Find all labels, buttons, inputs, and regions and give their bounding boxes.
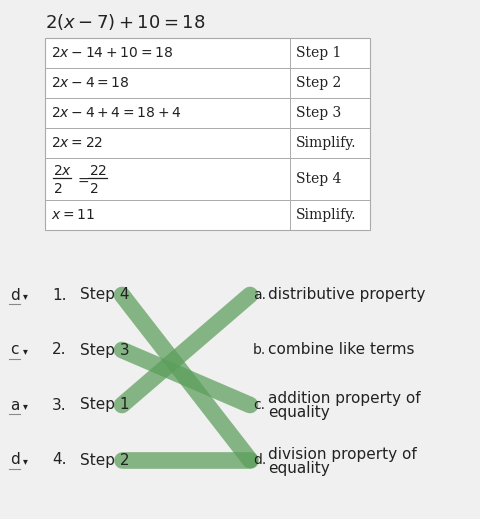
Text: Step 4: Step 4 <box>80 288 130 303</box>
Text: ▾: ▾ <box>23 456 28 466</box>
Text: a.: a. <box>253 288 266 302</box>
Text: ▾: ▾ <box>23 291 28 301</box>
Text: $22$: $22$ <box>89 164 107 178</box>
Text: Step 4: Step 4 <box>296 172 341 186</box>
Text: $2$: $2$ <box>89 182 98 196</box>
Text: 1.: 1. <box>52 288 67 303</box>
Text: b.: b. <box>253 343 266 357</box>
Text: c: c <box>10 343 19 358</box>
Text: ▾: ▾ <box>23 346 28 356</box>
Text: d: d <box>10 288 20 303</box>
Text: $=$: $=$ <box>75 173 90 187</box>
Text: equality: equality <box>268 405 330 420</box>
Text: $2x - 14 + 10 = 18$: $2x - 14 + 10 = 18$ <box>51 46 173 60</box>
Text: $2x - 4 = 18$: $2x - 4 = 18$ <box>51 76 130 90</box>
Text: 3.: 3. <box>52 398 67 413</box>
Text: Simplify.: Simplify. <box>296 208 357 222</box>
Text: Step 3: Step 3 <box>80 343 130 358</box>
Text: $2x = 22$: $2x = 22$ <box>51 136 103 150</box>
Text: c.: c. <box>253 398 265 412</box>
Bar <box>45 38 370 230</box>
Text: d: d <box>10 453 20 468</box>
Text: 4.: 4. <box>52 453 67 468</box>
Text: $2x - 4 + 4 = 18 + 4$: $2x - 4 + 4 = 18 + 4$ <box>51 106 181 120</box>
Text: a: a <box>10 398 19 413</box>
Text: division property of: division property of <box>268 446 417 461</box>
Text: addition property of: addition property of <box>268 391 420 406</box>
Text: d.: d. <box>253 453 266 467</box>
Text: distributive property: distributive property <box>268 288 425 303</box>
Text: Step 1: Step 1 <box>296 46 341 60</box>
Text: $x = 11$: $x = 11$ <box>51 208 95 222</box>
Text: combine like terms: combine like terms <box>268 343 415 358</box>
Text: $2x$: $2x$ <box>53 164 72 178</box>
Text: Simplify.: Simplify. <box>296 136 357 150</box>
Text: Step 3: Step 3 <box>296 106 341 120</box>
Text: Step 2: Step 2 <box>296 76 341 90</box>
Text: 2.: 2. <box>52 343 67 358</box>
Text: $2(x-7)+10=18$: $2(x-7)+10=18$ <box>45 12 205 32</box>
Text: Step 1: Step 1 <box>80 398 130 413</box>
Text: $2$: $2$ <box>53 182 62 196</box>
Text: equality: equality <box>268 460 330 475</box>
Text: ▾: ▾ <box>23 401 28 411</box>
Text: Step 2: Step 2 <box>80 453 130 468</box>
